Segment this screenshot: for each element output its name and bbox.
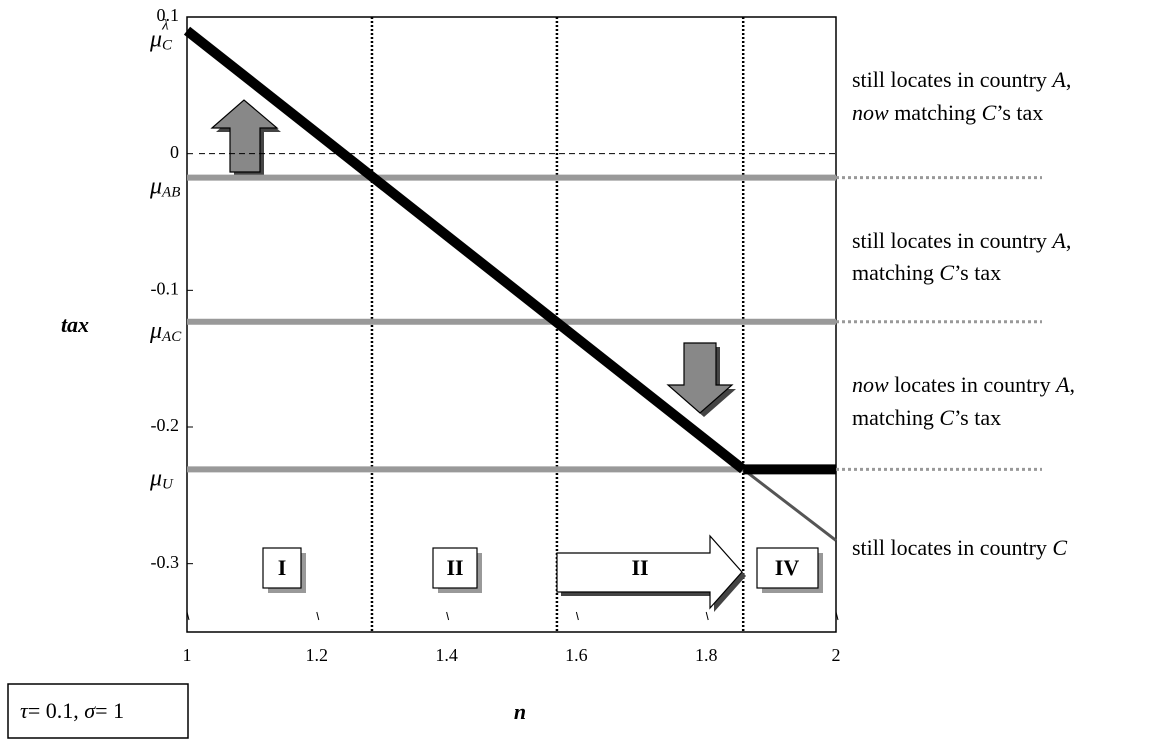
y-tick-label: 0 [170, 142, 179, 162]
x-tick [835, 611, 839, 621]
region-label: I [278, 555, 287, 580]
note-text: σ [84, 698, 96, 723]
level-label: μAB [149, 173, 180, 201]
x-tick [186, 611, 190, 621]
annotation-text: ’s tax [954, 405, 1001, 430]
annotation-text: A [1050, 228, 1066, 253]
level-superscript: λ [161, 18, 169, 34]
level-label: μAC [149, 317, 182, 345]
level-symbol: μ [149, 317, 162, 343]
x-tick-label: 1.6 [565, 645, 588, 665]
annotation-text: C [939, 260, 954, 285]
annotation-text: now [852, 100, 889, 125]
right-arrow [556, 534, 743, 610]
annotation-text: A [1054, 372, 1070, 397]
annotation: matching C’s tax [852, 405, 1001, 430]
annotation: now locates in country A, [852, 372, 1075, 397]
annotation-text: C [982, 100, 997, 125]
x-tick-label: 1 [183, 645, 192, 665]
y-tick-label: 0.1 [157, 5, 180, 25]
down-arrow [666, 342, 734, 414]
region-label: IV [775, 555, 800, 580]
y-tick-label: -0.3 [151, 552, 180, 572]
level-subscript: C [162, 38, 173, 54]
annotation-text: matching [852, 405, 939, 430]
level-subscript: AB [161, 185, 180, 201]
x-tick-label: 1.8 [695, 645, 718, 665]
annotation-text: still locates in country [852, 535, 1052, 560]
x-tick-label: 2 [832, 645, 841, 665]
y-axis-label: tax [61, 312, 89, 337]
x-axis-label: n [514, 699, 526, 724]
x-tick [446, 611, 450, 621]
x-tick [575, 611, 579, 621]
annotation-text: , [1066, 67, 1072, 92]
annotation-text: , [1070, 372, 1076, 397]
annotation-text: now [852, 372, 889, 397]
annotation: now matching C’s tax [852, 100, 1043, 125]
annotation-text: matching [852, 260, 939, 285]
region-label: II [446, 555, 463, 580]
annotation-text: still locates in country [852, 67, 1052, 92]
x-tick-label: 1.2 [306, 645, 329, 665]
annotation: still locates in country C [852, 535, 1067, 560]
level-subscript: U [162, 477, 174, 493]
annotation-text: A [1050, 67, 1066, 92]
note-text: = 0.1, [28, 698, 84, 723]
up-arrow [210, 99, 279, 173]
annotation-text: C [1052, 535, 1067, 560]
note-box [7, 683, 189, 739]
annotation-text: C [939, 405, 954, 430]
annotation: matching C’s tax [852, 260, 1001, 285]
note-text: τ [20, 698, 29, 723]
region-box [262, 547, 302, 589]
level-label: μCλ [149, 18, 173, 54]
region-box [432, 547, 478, 589]
level-subscript: AC [161, 329, 182, 345]
line [183, 26, 747, 474]
annotation-text: locates in country [889, 372, 1056, 397]
line [742, 468, 837, 542]
x-tick [316, 611, 320, 621]
y-tick-label: -0.2 [151, 415, 180, 435]
x-tick [705, 611, 709, 621]
note-text: = 1 [95, 698, 124, 723]
annotation: still locates in country A, [852, 67, 1071, 92]
annotation-text: , [1066, 228, 1072, 253]
level-symbol: μ [149, 465, 162, 491]
level-symbol: μ [149, 26, 162, 52]
annotation-text: still locates in country [852, 228, 1052, 253]
x-tick-label: 1.4 [435, 645, 458, 665]
annotation: still locates in country A, [852, 228, 1071, 253]
level-label: μU [149, 465, 174, 493]
y-tick-label: -0.1 [151, 278, 180, 298]
annotation-text: matching [889, 100, 982, 125]
note: τ= 0.1, σ= 1 [20, 698, 124, 723]
annotation-text: ’s tax [996, 100, 1043, 125]
level-symbol: μ [149, 173, 162, 199]
annotation-text: ’s tax [954, 260, 1001, 285]
region-label: II [631, 555, 648, 580]
region-box [756, 547, 819, 589]
